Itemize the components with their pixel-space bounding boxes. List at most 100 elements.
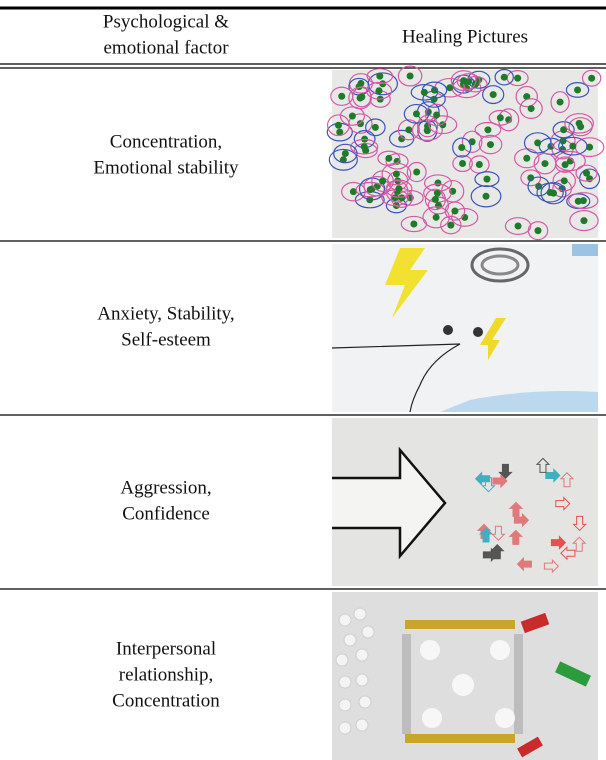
table-text: Psychological & emotional factor Healing P… (93, 11, 528, 711)
lightning (480, 318, 506, 360)
circle-mark (470, 185, 502, 208)
circle-mark (410, 84, 439, 101)
circle-mark (353, 142, 378, 159)
green-dot (376, 72, 384, 80)
circle-mark (397, 119, 420, 141)
circle-mark (515, 85, 538, 108)
circle-mark (474, 121, 502, 138)
circle-mark (444, 201, 466, 221)
circle-mark (440, 215, 462, 235)
green-dot (460, 77, 468, 85)
green-dot (574, 197, 582, 205)
figure (473, 327, 483, 337)
green-dot (569, 142, 577, 150)
green-dot (430, 95, 438, 103)
green-dot (431, 195, 439, 203)
green-dot (423, 126, 431, 134)
circle-mark (482, 85, 505, 105)
factor-cell: Concentration, (110, 131, 222, 152)
green-dot (334, 121, 342, 129)
ball (490, 640, 510, 660)
circle-mark (478, 134, 503, 155)
circle-mark (558, 136, 588, 156)
green-dot (375, 87, 383, 95)
circle-mark (488, 109, 513, 126)
green-dot (560, 177, 568, 185)
cliff (331, 343, 461, 413)
small-arrow (474, 471, 491, 486)
circle-mark (552, 121, 575, 139)
green-dot (433, 111, 441, 119)
factor-cell: Anxiety, Stability, (97, 303, 234, 324)
circle-mark (536, 182, 564, 203)
circle-mark (504, 217, 532, 235)
green-dot (338, 92, 346, 100)
green-dot (541, 160, 549, 168)
circle-mark (552, 170, 576, 192)
white-dot (338, 721, 352, 735)
circle-mark (527, 221, 549, 241)
small-arrow (492, 473, 508, 489)
green-dot (341, 150, 349, 158)
small-arrow (572, 515, 587, 532)
green-dot (484, 126, 492, 134)
green-dot (580, 217, 588, 225)
circle-mark (406, 161, 427, 183)
figure (443, 325, 453, 335)
small-arrow (545, 468, 561, 483)
factor-cell: Interpersonal (116, 638, 216, 659)
small-arrows (474, 457, 587, 574)
green-dot (434, 179, 442, 187)
green-dot (482, 192, 490, 200)
circle-mark (428, 115, 458, 135)
green-dot (514, 74, 522, 82)
healing-picture (332, 592, 598, 760)
green-dot (586, 143, 594, 151)
white-dot (355, 718, 369, 732)
paper-piece (517, 736, 543, 758)
circle-mark (330, 86, 354, 106)
small-arrow (559, 472, 575, 488)
green-dot (583, 169, 591, 177)
circle-mark (422, 206, 450, 229)
green-dot (420, 88, 428, 96)
green-dot (371, 123, 379, 131)
circle-mark (494, 68, 514, 86)
lightning (385, 248, 428, 318)
circle-mark (365, 81, 393, 100)
circle-mark (461, 130, 483, 153)
green-dot (459, 159, 467, 167)
cloud (470, 247, 530, 283)
healing-picture (331, 244, 598, 413)
circle-mark (569, 209, 599, 232)
column-header: emotional factor (103, 37, 229, 58)
green-dot (523, 154, 531, 162)
green-dot (546, 189, 554, 197)
green-dot (535, 182, 543, 190)
circle-mark (328, 148, 358, 171)
green-dot (475, 160, 483, 168)
green-dot (360, 143, 368, 151)
circle-mark (403, 103, 430, 124)
green-dot (447, 221, 455, 229)
green-dot (486, 141, 494, 149)
circle-mark (427, 196, 450, 215)
circle-mark (527, 176, 550, 197)
green-dot (358, 93, 366, 101)
circle-mark (533, 152, 557, 175)
green-dot (527, 174, 535, 182)
circle-mark (397, 65, 423, 87)
circle-mark (523, 132, 552, 154)
circle-mark (385, 179, 413, 198)
healing-picture (332, 418, 598, 586)
green-dot (514, 222, 522, 230)
circle-mark (564, 113, 595, 134)
white-dot (335, 653, 349, 667)
circle-mark (371, 170, 394, 192)
white-dot (338, 613, 352, 627)
green-dot (527, 105, 535, 113)
green-dot (588, 74, 596, 82)
green-dot (534, 227, 542, 235)
green-dot (412, 110, 420, 118)
